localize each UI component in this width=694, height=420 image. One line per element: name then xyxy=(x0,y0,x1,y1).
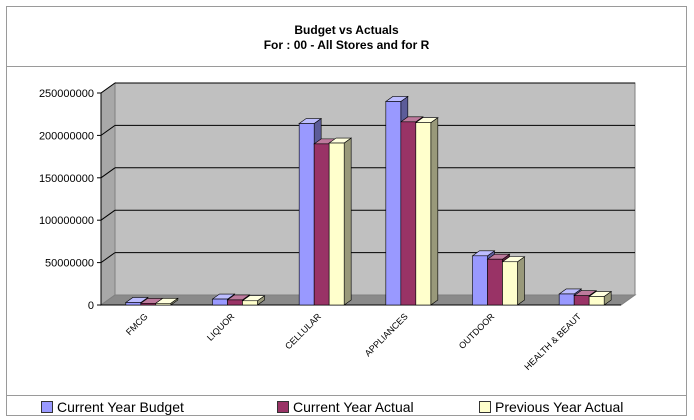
legend-swatch-current-year-budget xyxy=(41,401,53,413)
bar-previous-year-actual-liquor xyxy=(241,295,266,306)
gridline-side xyxy=(100,82,116,94)
bar-front xyxy=(227,299,243,306)
bar-side xyxy=(517,256,525,306)
y-tick-label: 200000000 xyxy=(39,130,94,142)
y-tick-label: 50000000 xyxy=(45,258,94,270)
plot-back-wall xyxy=(114,82,636,296)
bar-front xyxy=(558,293,575,306)
bar-front xyxy=(140,303,157,306)
legend-swatch-previous-year-actual xyxy=(479,401,491,413)
plot-side-wall xyxy=(100,82,116,306)
legend-label-current-year-budget: Current Year Budget xyxy=(57,399,184,415)
bar-front xyxy=(298,123,315,306)
bar-front xyxy=(487,258,503,306)
bar-front xyxy=(242,300,258,306)
x-tick-label-appliances: APPLIANCES xyxy=(363,311,410,358)
bar-side xyxy=(430,117,439,306)
bar-front xyxy=(385,101,402,306)
y-tick-label: 250000000 xyxy=(39,88,94,100)
legend-item-current-year-actual: Current Year Actual xyxy=(277,399,414,415)
x-tick-label-outdoor: OUTDOOR xyxy=(457,311,497,351)
bar-previous-year-actual-outdoor xyxy=(501,256,526,306)
bar-front xyxy=(502,261,518,306)
legend-swatch-current-year-actual xyxy=(277,401,289,413)
chart-plot: 250000000 200000000 150000000 100000000 5000… xyxy=(39,82,637,372)
bar-front xyxy=(415,122,432,306)
legend-item-previous-year-actual: Previous Year Actual xyxy=(479,399,623,415)
bar-front xyxy=(472,255,488,306)
bar-front xyxy=(155,303,172,306)
bar-front xyxy=(400,121,417,306)
legend-label-current-year-actual: Current Year Actual xyxy=(293,399,414,415)
bar-front xyxy=(125,302,142,306)
bar-previous-year-actual-cellular xyxy=(328,137,353,306)
chart-subtitle: For : 00 - All Stores and for R xyxy=(263,38,430,52)
bar-front xyxy=(212,298,228,306)
bar-previous-year-actual-appliances xyxy=(414,117,439,306)
legend-item-current-year-budget: Current Year Budget xyxy=(41,399,184,415)
y-tick-label: 0 xyxy=(88,300,94,312)
y-tick-label: 150000000 xyxy=(39,173,94,185)
x-tick-label-liquor: LIQUOR xyxy=(205,311,237,343)
bar-front xyxy=(573,295,590,306)
bar-front xyxy=(328,142,345,306)
chart-frame: Budget vs Actuals For : 00 - All Stores … xyxy=(6,6,687,416)
bar-previous-year-actual-health-beaut xyxy=(588,290,613,306)
gridline-side xyxy=(100,209,116,221)
gridline-side xyxy=(100,252,116,264)
x-tick-label-fmcg: FMCG xyxy=(124,311,150,337)
bar-front xyxy=(313,143,330,306)
bar-side xyxy=(343,137,352,306)
chart-title: Budget vs Actuals xyxy=(294,23,399,37)
plot-floor xyxy=(99,294,637,306)
gridline-side xyxy=(100,124,116,136)
x-tick-label-cellular: CELLULAR xyxy=(283,311,323,351)
x-tick-label-health-beaut: HEALTH & BEAUT xyxy=(522,311,583,372)
chart-legend: Current Year Budget Current Year Actual … xyxy=(7,395,686,417)
y-tick-label: 100000000 xyxy=(39,215,94,227)
legend-label-previous-year-actual: Previous Year Actual xyxy=(495,399,624,415)
bar-previous-year-actual-fmcg xyxy=(154,297,179,306)
chart-title-box: Budget vs Actuals For : 00 - All Stores … xyxy=(7,7,686,67)
gridline-side xyxy=(100,167,116,179)
bar-front xyxy=(588,296,605,306)
